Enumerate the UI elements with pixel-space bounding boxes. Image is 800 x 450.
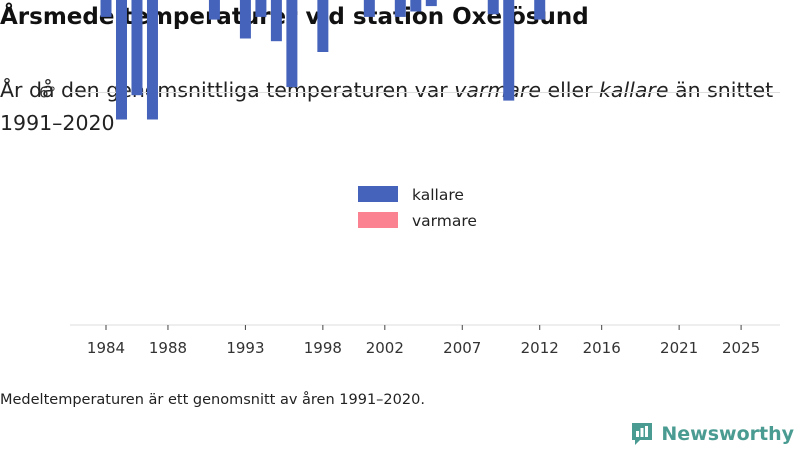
y-tick-label: 6° [39, 84, 56, 102]
bar-1996 [286, 0, 298, 88]
x-axis-ticks: 1984 1988 1993 1998 2002 2007 2012 2016 2021 2025 [87, 325, 760, 357]
x-tick-label: 1993 [226, 339, 264, 357]
subtitle-text-end: än snittet 1991–2020 [0, 78, 774, 135]
footnote: Medeltemperaturen är ett genomsnitt av å… [0, 392, 425, 408]
x-tick-label: 2012 [521, 339, 559, 357]
legend-label-colder: kallare [412, 186, 464, 204]
x-tick-label: 2021 [660, 339, 698, 357]
bar-1986 [131, 0, 143, 96]
bar-2009 [487, 0, 499, 15]
chart-subtitle: År då den genomsnittliga temperaturen va… [0, 74, 790, 140]
legend-swatch-colder [358, 186, 398, 202]
x-tick-label: 1998 [304, 339, 342, 357]
brand-name: Newsworthy [661, 423, 794, 445]
subtitle-text-start: År då den genomsnittliga temperaturen va… [0, 78, 455, 102]
bar-1995 [270, 0, 282, 42]
legend-label-warmer: varmare [412, 212, 477, 230]
subtitle-warmer-word: varmare [454, 78, 541, 102]
y-axis-ticks: 6°8°10° [39, 84, 56, 102]
bar-1993 [239, 0, 251, 39]
bar-1987 [146, 0, 158, 120]
x-tick-label: 2016 [583, 339, 621, 357]
bar-1994 [255, 0, 267, 17]
x-tick-label: 2002 [366, 339, 404, 357]
bar-2003 [394, 0, 406, 17]
gridlines [70, 92, 780, 326]
subtitle-colder-word: kallare [599, 78, 669, 102]
legend: kallare varmare [340, 180, 490, 238]
x-tick-label: 1984 [87, 339, 125, 357]
x-tick-label: 2025 [722, 339, 760, 357]
brand-logo: Newsworthy [630, 421, 794, 447]
bar-1984 [100, 0, 112, 17]
bar-2012 [534, 0, 546, 20]
newsworthy-logo-icon [632, 423, 653, 445]
subtitle-text-mid: eller [540, 78, 600, 102]
bar-2004 [410, 0, 422, 12]
bars [100, 0, 546, 120]
bar-2005 [425, 0, 437, 7]
bar-1998 [317, 0, 329, 53]
x-tick-label: 1988 [149, 339, 187, 357]
legend-swatch-warmer [358, 212, 398, 228]
bar-1985 [115, 0, 127, 120]
bar-1991 [208, 0, 220, 20]
bar-2001 [363, 0, 375, 17]
x-tick-label: 2007 [443, 339, 481, 357]
bar-2010 [503, 0, 515, 101]
